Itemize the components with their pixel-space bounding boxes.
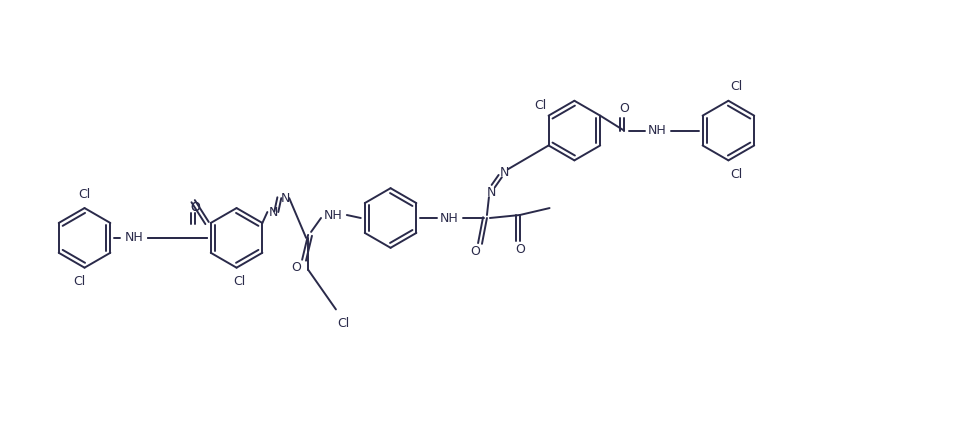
- Text: N: N: [281, 192, 290, 204]
- Text: Cl: Cl: [74, 275, 85, 288]
- Text: O: O: [470, 245, 480, 258]
- Text: Cl: Cl: [79, 187, 91, 201]
- Text: O: O: [515, 243, 525, 256]
- Text: N: N: [501, 166, 509, 179]
- Text: N: N: [269, 205, 278, 218]
- Text: O: O: [620, 102, 629, 115]
- Text: NH: NH: [323, 208, 342, 221]
- Text: NH: NH: [125, 232, 144, 244]
- Text: O: O: [190, 201, 199, 214]
- Text: Cl: Cl: [338, 317, 350, 330]
- Text: O: O: [190, 201, 199, 214]
- Text: NH: NH: [647, 124, 667, 137]
- Text: O: O: [292, 261, 301, 274]
- Text: Cl: Cl: [730, 168, 742, 181]
- Text: Cl: Cl: [534, 99, 547, 112]
- Text: N: N: [487, 186, 497, 199]
- Text: Cl: Cl: [730, 80, 742, 93]
- Text: NH: NH: [440, 211, 458, 225]
- Text: Cl: Cl: [233, 275, 246, 288]
